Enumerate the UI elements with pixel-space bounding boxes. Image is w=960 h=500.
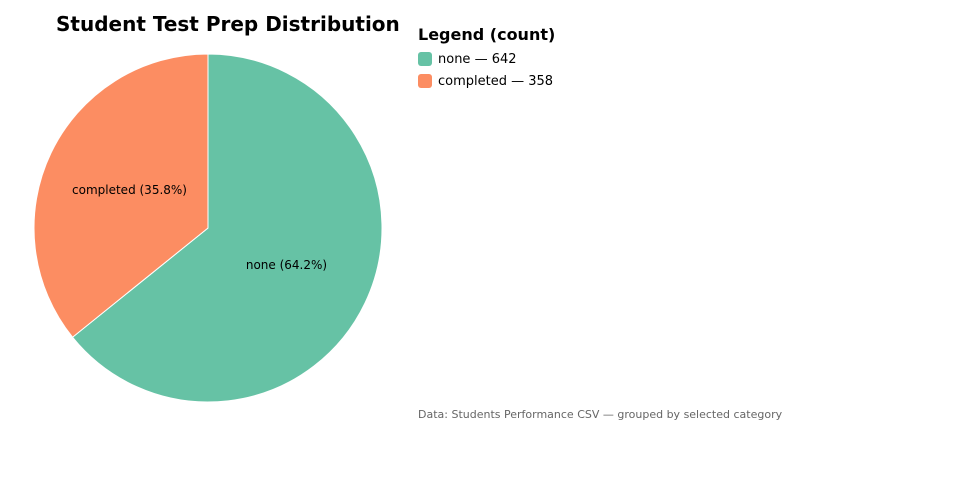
legend-label-completed: completed — 358 <box>438 73 554 89</box>
pie-labels: none (64.2%) completed (35.8%) <box>72 183 327 272</box>
chart-title: Student Test Prep Distribution <box>56 12 400 36</box>
pie-label-completed: completed (35.8%) <box>72 183 187 197</box>
pie-slices <box>33 53 383 403</box>
source-note: Data: Students Performance CSV — grouped… <box>418 408 783 421</box>
pie-slice-none[interactable] <box>71 53 383 403</box>
legend-title: Legend (count) <box>418 25 556 44</box>
legend-swatch-none <box>418 52 432 66</box>
legend: Legend (count) none — 642 completed — 35… <box>418 25 555 92</box>
pie-chart: none (64.2%) completed (35.8%) <box>33 53 383 403</box>
pie-label-none: none (64.2%) <box>246 258 327 272</box>
legend-swatch-completed <box>418 74 432 88</box>
legend-label-none: none — 642 <box>438 51 517 67</box>
legend-item-completed[interactable]: completed — 358 <box>418 70 555 92</box>
legend-item-none[interactable]: none — 642 <box>418 48 555 70</box>
pie-slice-completed[interactable] <box>33 53 209 338</box>
